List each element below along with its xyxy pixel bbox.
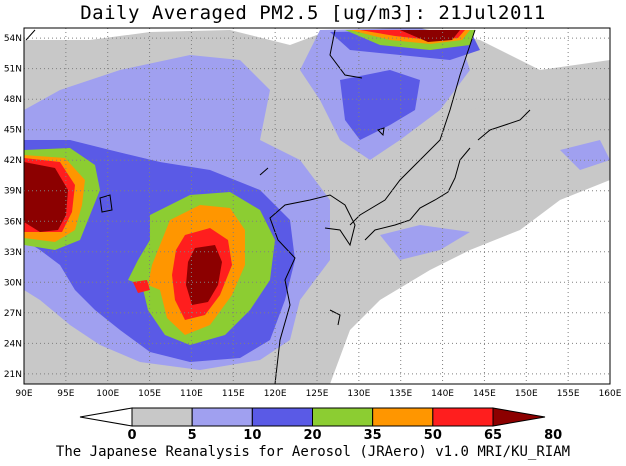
lon-tick-label: 115E (222, 389, 245, 399)
lon-tick-label: 95E (57, 389, 74, 399)
colorbar: 0 5 10 20 35 50 65 80 (79, 407, 562, 443)
lat-tick-label: 21N (4, 370, 22, 380)
coastlines (25, 29, 531, 384)
lon-tick-label: 125E (306, 389, 329, 399)
lat-tick-label: 36N (4, 217, 22, 227)
latitude-tick-labels: 54N 51N 48N 45N 42N 39N 36N 33N 30N 27N 24N 21N (4, 34, 22, 380)
colorbar-level-label: 50 (424, 428, 442, 443)
footer-credit: The Japanese Reanalysis for Aerosol (JRA… (55, 444, 571, 460)
colorbar-level-label: 20 (303, 428, 321, 443)
colorbar-cell (372, 407, 434, 427)
lon-tick-label: 150E (515, 389, 538, 399)
band-above-80 (24, 30, 460, 305)
colorbar-level-label: 10 (243, 428, 261, 443)
longitude-tick-labels: 90E 95E 100E 105E 110E 115E 120E 125E 130E 135E 14… (15, 389, 621, 399)
lat-tick-label: 42N (4, 156, 22, 166)
colorbar-level-label: 5 (188, 428, 197, 443)
colorbar-level-label: 0 (127, 428, 136, 443)
lon-tick-label: 140E (431, 389, 454, 399)
lon-tick-label: 90E (15, 389, 32, 399)
lon-tick-label: 100E (96, 389, 119, 399)
lat-tick-label: 54N (4, 34, 22, 44)
lat-tick-label: 39N (4, 187, 22, 197)
lat-tick-label: 24N (4, 339, 22, 349)
lon-tick-label: 145E (473, 389, 496, 399)
lon-tick-label: 105E (138, 389, 161, 399)
colorbar-level-label: 80 (544, 428, 562, 443)
lon-tick-label: 130E (347, 389, 370, 399)
colorbar-min-triangle (79, 407, 133, 427)
lat-tick-label: 30N (4, 278, 22, 288)
graticule (24, 28, 610, 384)
concentration-field (24, 28, 610, 384)
map-title: Daily Averaged PM2.5 [ug/m3]: 21Jul2011 (80, 2, 546, 24)
colorbar-max-triangle (492, 407, 546, 427)
colorbar-level-label: 65 (484, 428, 502, 443)
colorbar-cell (251, 407, 313, 427)
lon-tick-label: 110E (180, 389, 203, 399)
lon-tick-label: 120E (264, 389, 287, 399)
plot-frame (23, 27, 611, 385)
colorbar-cell (131, 407, 193, 427)
colorbar-level-label: 35 (364, 428, 382, 443)
lat-tick-label: 48N (4, 95, 22, 105)
colorbar-cell (191, 407, 253, 427)
lat-tick-label: 33N (4, 248, 22, 258)
colorbar-cell (312, 407, 374, 427)
lon-tick-label: 135E (389, 389, 412, 399)
lat-tick-label: 51N (4, 65, 22, 75)
lat-tick-label: 27N (4, 309, 22, 319)
colorbar-cell (432, 407, 494, 427)
lon-tick-label: 155E (557, 389, 580, 399)
lon-tick-label: 160E (599, 389, 622, 399)
lat-tick-label: 45N (4, 126, 22, 136)
